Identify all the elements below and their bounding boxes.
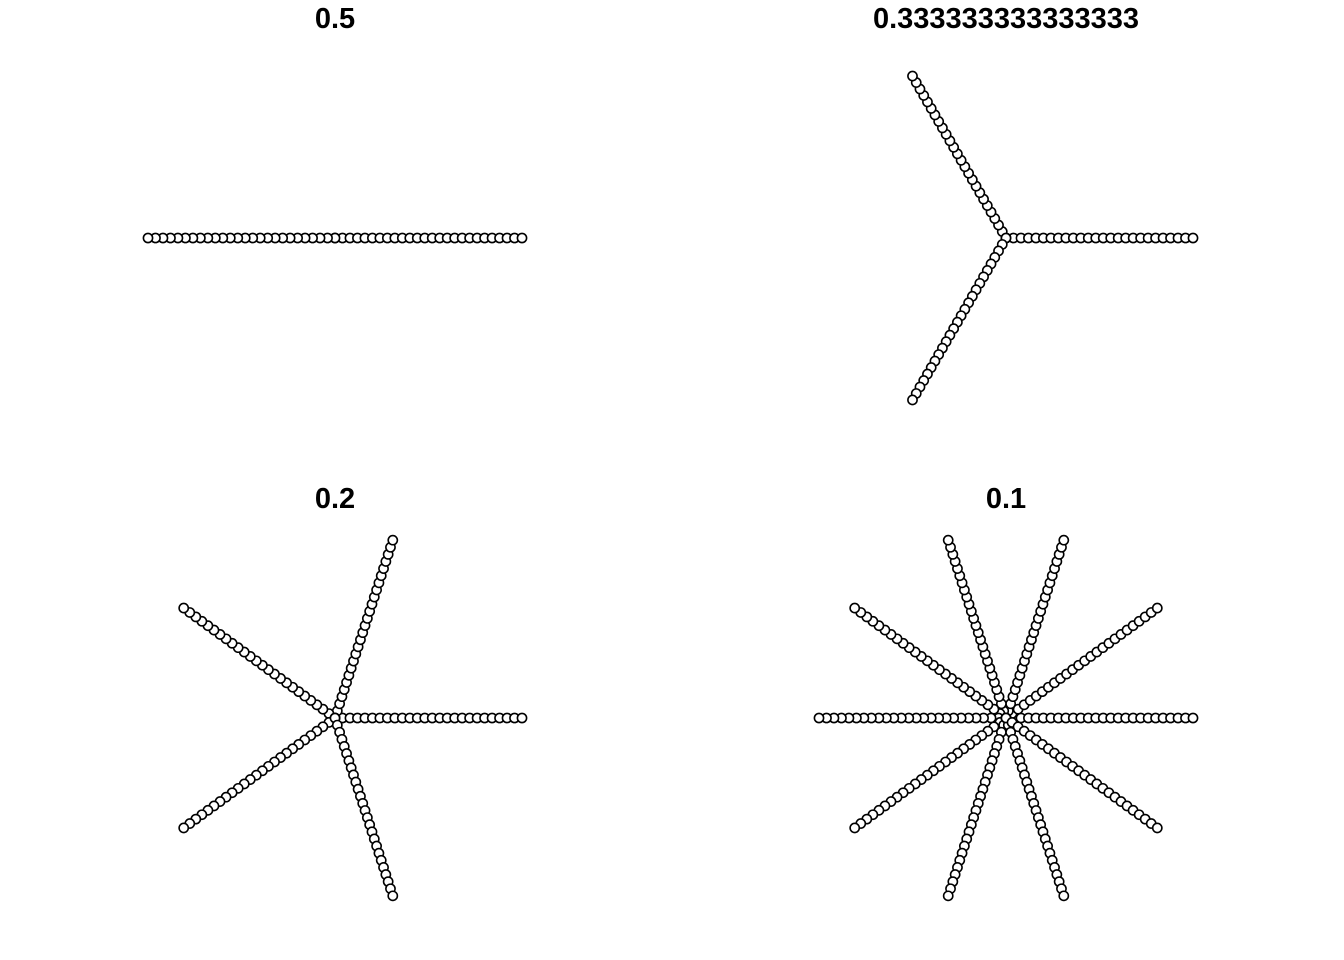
data-point [142, 232, 154, 244]
data-point [1187, 712, 1199, 724]
data-point [387, 890, 399, 902]
data-point [849, 602, 861, 614]
data-point [907, 394, 918, 406]
data-point [813, 712, 825, 724]
panel-title: 0.1 [986, 483, 1026, 515]
points-group [813, 534, 1199, 902]
data-point [849, 822, 861, 834]
panel-0.1: 0.1 [813, 483, 1199, 902]
data-point [516, 712, 528, 724]
panel-title: 0.2 [315, 483, 355, 515]
data-point [1187, 232, 1199, 244]
data-point [1058, 890, 1070, 902]
points-group [907, 70, 1199, 406]
points-group [178, 534, 528, 902]
panel-0.5: 0.5 [142, 3, 528, 244]
panel-title: 0.333333333333333 [873, 3, 1139, 35]
data-point [942, 890, 954, 902]
data-point [907, 70, 918, 82]
data-point [1058, 534, 1070, 546]
data-point [1151, 822, 1163, 834]
panel-0.2: 0.2 [178, 483, 528, 902]
points-group [142, 232, 528, 244]
data-point [1151, 602, 1163, 614]
data-point [178, 822, 190, 834]
data-point [942, 534, 954, 546]
panel-0.333: 0.333333333333333 [873, 3, 1199, 406]
data-point [516, 232, 528, 244]
data-point [387, 534, 399, 546]
data-point [178, 602, 190, 614]
panel-title: 0.5 [315, 3, 355, 35]
